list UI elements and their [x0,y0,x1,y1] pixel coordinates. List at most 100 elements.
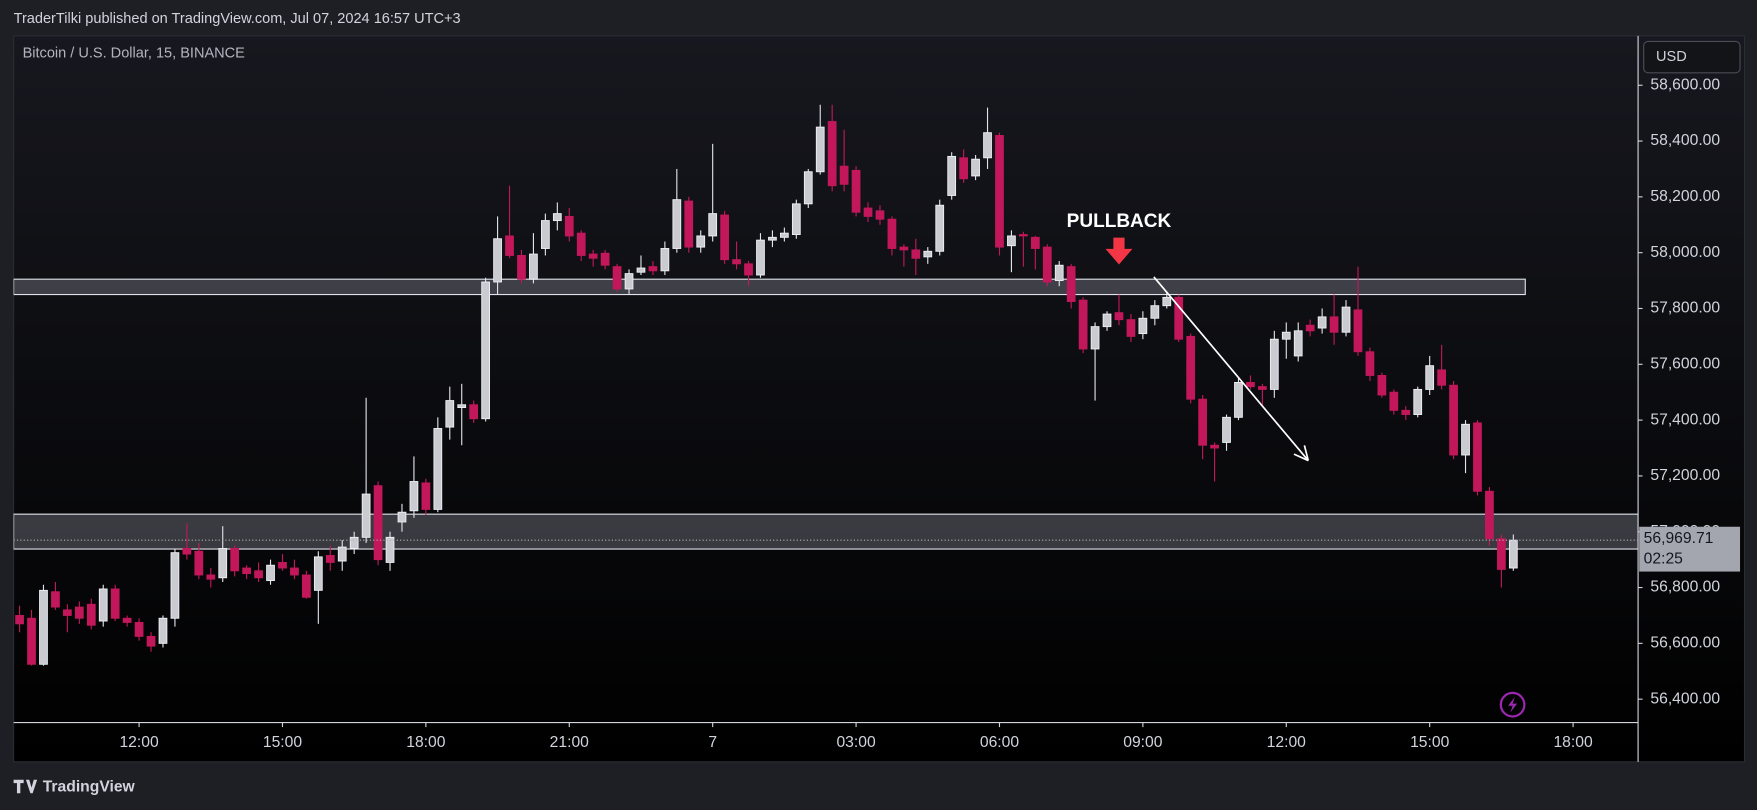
y-tick-label: 56,400.00 [1650,690,1720,707]
candle-body [863,207,873,217]
candle-body [636,267,646,273]
candle-body [1066,266,1076,302]
x-tick-label: 09:00 [1123,734,1163,751]
candle-body [1007,235,1016,247]
candle-body [1126,319,1136,337]
candle-body [947,155,957,196]
candle-body [1353,309,1363,353]
candle-body [146,635,156,647]
candle-body [1078,299,1088,350]
candle-body [696,235,706,248]
candle-body [588,253,598,259]
candle-body [1437,369,1446,386]
candle-body [242,567,251,575]
candle-body [278,561,287,569]
candle-body [1210,444,1219,449]
candle-body [63,609,72,616]
candle-body [1042,246,1052,283]
candle-body [612,266,622,290]
candle-body [541,220,550,249]
candle-body [170,552,180,619]
candle-body [1054,264,1064,282]
candle-body [39,589,48,665]
candle-body [493,238,502,283]
candle-body [1401,409,1411,415]
x-tick-label: 12:00 [119,734,159,751]
candle-body [1150,305,1160,319]
annotation-text: PULLBACK [1067,211,1172,232]
candle-body [576,232,586,256]
candle-body [756,239,765,276]
x-tick-label: 15:00 [1410,734,1450,751]
x-tick-label: 03:00 [836,734,876,751]
candle-body [552,213,562,222]
candle-body [995,135,1004,248]
candle-body [791,203,801,235]
plot-area [13,104,1639,666]
candle-body [887,218,897,249]
candle-body [325,555,335,563]
candle-body [1269,338,1279,390]
sr-zone [13,513,1639,550]
axes: 56,400.0056,600.0056,800.0057,000.0057,2… [119,76,1741,751]
tradingview-logo: TradingView [13,779,136,796]
candle-body [517,255,526,280]
candle-body [1281,331,1291,340]
candle-body [1186,335,1196,400]
candle-body [290,567,299,576]
x-tick-label: 18:00 [1553,734,1593,751]
y-tick-label: 58,600.00 [1650,76,1720,93]
candle-body [1413,388,1423,415]
candle-body [624,273,634,290]
x-tick-label: 06:00 [980,734,1020,751]
candle-body [1425,365,1435,390]
candle-body [349,536,359,549]
y-tick-label: 58,400.00 [1650,132,1720,149]
currency-button[interactable] [1643,40,1741,74]
candle-body [732,259,741,265]
lightning-icon[interactable] [1499,691,1526,718]
candle-body [481,281,490,420]
candle-body [684,200,694,248]
trend-arrow [1153,276,1309,462]
candle-body [1222,416,1231,443]
candle-body [648,266,658,272]
currency-label: USD [1656,49,1687,65]
candle-body [218,548,228,579]
candle-body [1030,236,1040,249]
candle-body [313,556,323,591]
x-tick-label: 18:00 [406,734,446,751]
candle-body [15,615,24,625]
candle-body [158,617,168,644]
x-tick-label: 12:00 [1267,734,1307,751]
candle-body [827,121,837,187]
candle-body [1102,313,1112,328]
publish-header: TraderTilki published on TradingView.com… [14,11,461,27]
candle-body [27,617,36,665]
candle-body [266,564,275,582]
candle-body [875,210,885,220]
candle-body [1234,381,1243,418]
candle-body [1329,316,1339,333]
candle-body [134,621,144,637]
candle-body [1293,330,1303,357]
y-tick-label: 58,200.00 [1650,188,1720,205]
candle-body [51,591,60,608]
candle-body [1341,306,1351,333]
y-tick-label: 57,800.00 [1650,300,1720,317]
candle-body [815,126,825,173]
candle-body [600,252,610,266]
candle-body [1508,539,1518,569]
candle-body [529,253,538,280]
chart-panel [13,35,1746,763]
candle-body [74,606,84,619]
candle-body [1090,326,1100,350]
candle-body [1258,386,1267,390]
candle-body [1198,398,1207,446]
y-tick-label: 57,400.00 [1650,411,1720,428]
last-price-box [1639,526,1741,572]
candle-body [1485,490,1494,540]
candle-body [899,246,909,251]
candle-body [194,550,204,576]
